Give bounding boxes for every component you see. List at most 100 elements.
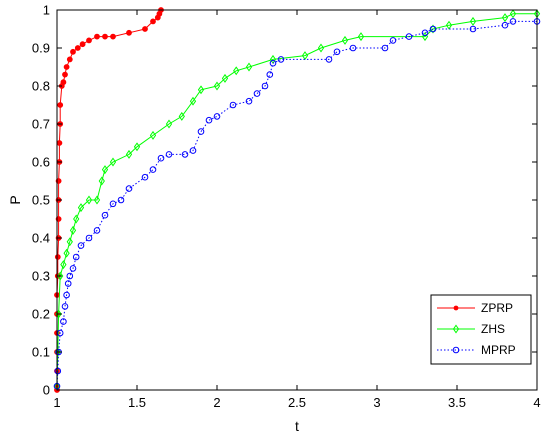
point-mprp xyxy=(266,71,274,78)
point-zhs xyxy=(357,32,365,42)
y-tick-label: 0.4 xyxy=(32,231,50,246)
point-zprp xyxy=(56,140,63,146)
point-zprp xyxy=(57,102,64,108)
y-axis-title: P xyxy=(7,195,23,204)
point-zhs xyxy=(213,81,221,91)
point-zprp xyxy=(66,56,73,63)
point-mprp xyxy=(469,25,477,33)
point-mprp xyxy=(54,367,62,375)
y-tick-label: 0.7 xyxy=(32,117,50,132)
y-tick-label: 0.8 xyxy=(32,79,50,94)
point-zhs xyxy=(69,225,77,235)
point-mprp xyxy=(213,113,221,120)
legend: ZPRP ZHS MPRP xyxy=(430,294,532,365)
point-zprp xyxy=(110,33,116,40)
point-mprp xyxy=(253,90,261,97)
point-zprp xyxy=(126,29,132,36)
y-tick-label: 0 xyxy=(43,383,50,398)
point-zhs xyxy=(189,96,197,106)
point-mprp xyxy=(101,211,109,219)
point-mprp xyxy=(69,265,77,272)
y-tick-label: 0.9 xyxy=(32,41,50,56)
x-tick-label: 1.5 xyxy=(128,395,146,410)
x-tick-label: 1 xyxy=(53,395,60,410)
x-axis-title: t xyxy=(295,418,299,434)
point-zprp xyxy=(70,48,76,55)
point-mprp xyxy=(66,272,74,280)
point-mprp xyxy=(429,25,437,33)
point-mprp xyxy=(181,151,189,158)
point-zprp xyxy=(94,33,100,40)
point-zhs xyxy=(133,142,141,152)
legend-label-mprp: MPRP xyxy=(481,343,516,357)
point-mprp xyxy=(269,59,277,67)
y-tick-label: 0.1 xyxy=(32,345,50,360)
y-tick-label: 0.5 xyxy=(32,193,50,208)
point-mprp xyxy=(72,253,80,261)
x-tick-label: 3 xyxy=(373,395,380,410)
point-mprp xyxy=(117,196,125,204)
legend-label-zprp: ZPRP xyxy=(481,301,513,315)
point-mprp xyxy=(333,48,341,56)
point-zprp xyxy=(102,33,108,40)
point-mprp xyxy=(141,173,149,181)
point-mprp xyxy=(509,18,517,25)
point-zhs xyxy=(233,66,240,76)
y-tick-label: 0.2 xyxy=(32,307,50,322)
point-zhs xyxy=(63,248,70,258)
point-zprp xyxy=(74,45,81,51)
point-zhs xyxy=(445,20,453,30)
point-zhs xyxy=(77,203,85,213)
point-zhs xyxy=(73,214,80,224)
point-zhs xyxy=(221,73,229,83)
x-tick-label: 2.5 xyxy=(288,395,306,410)
point-mprp xyxy=(325,56,333,63)
point-zhs xyxy=(317,43,325,53)
point-zprp xyxy=(60,79,67,86)
plot-area xyxy=(53,7,541,393)
point-mprp xyxy=(205,116,213,124)
point-zhs xyxy=(101,165,109,175)
point-zhs xyxy=(57,271,64,281)
x-tick-label: 2 xyxy=(213,395,220,410)
point-zhs xyxy=(109,157,117,167)
y-tick-label: 0.6 xyxy=(32,155,50,170)
point-mprp xyxy=(405,33,413,40)
point-zprp xyxy=(63,64,70,70)
legend-label-zhs: ZHS xyxy=(481,322,505,336)
point-mprp xyxy=(60,318,67,325)
point-mprp xyxy=(77,242,85,249)
point-zhs xyxy=(149,130,157,140)
x-tick-label: 4 xyxy=(533,395,540,410)
series-line-zhs xyxy=(56,13,537,387)
point-mprp xyxy=(189,147,197,154)
x-tick-label: 3.5 xyxy=(448,395,466,410)
point-mprp xyxy=(61,303,69,310)
point-mprp xyxy=(261,82,269,90)
point-mprp xyxy=(64,280,72,287)
point-mprp xyxy=(109,200,117,208)
y-tick-label: 0.3 xyxy=(32,269,50,284)
point-zhs xyxy=(66,237,73,247)
legend-marker-zhs xyxy=(452,324,460,334)
point-zhs xyxy=(509,9,517,19)
legend-marker-zprp xyxy=(453,305,459,311)
point-mprp xyxy=(93,227,101,234)
point-zhs xyxy=(98,176,105,186)
legend-marker-mprp xyxy=(452,346,460,354)
point-zprp xyxy=(150,18,156,25)
point-zhs xyxy=(93,195,101,205)
point-mprp xyxy=(421,29,429,37)
point-zhs xyxy=(469,16,477,26)
point-mprp xyxy=(63,291,70,299)
point-mprp xyxy=(85,234,93,242)
point-mprp xyxy=(149,166,157,173)
point-mprp xyxy=(157,154,165,162)
point-mprp xyxy=(245,97,253,105)
point-zhs xyxy=(165,119,173,129)
point-mprp xyxy=(197,128,205,135)
point-zhs xyxy=(341,35,349,45)
point-zprp xyxy=(86,37,92,44)
